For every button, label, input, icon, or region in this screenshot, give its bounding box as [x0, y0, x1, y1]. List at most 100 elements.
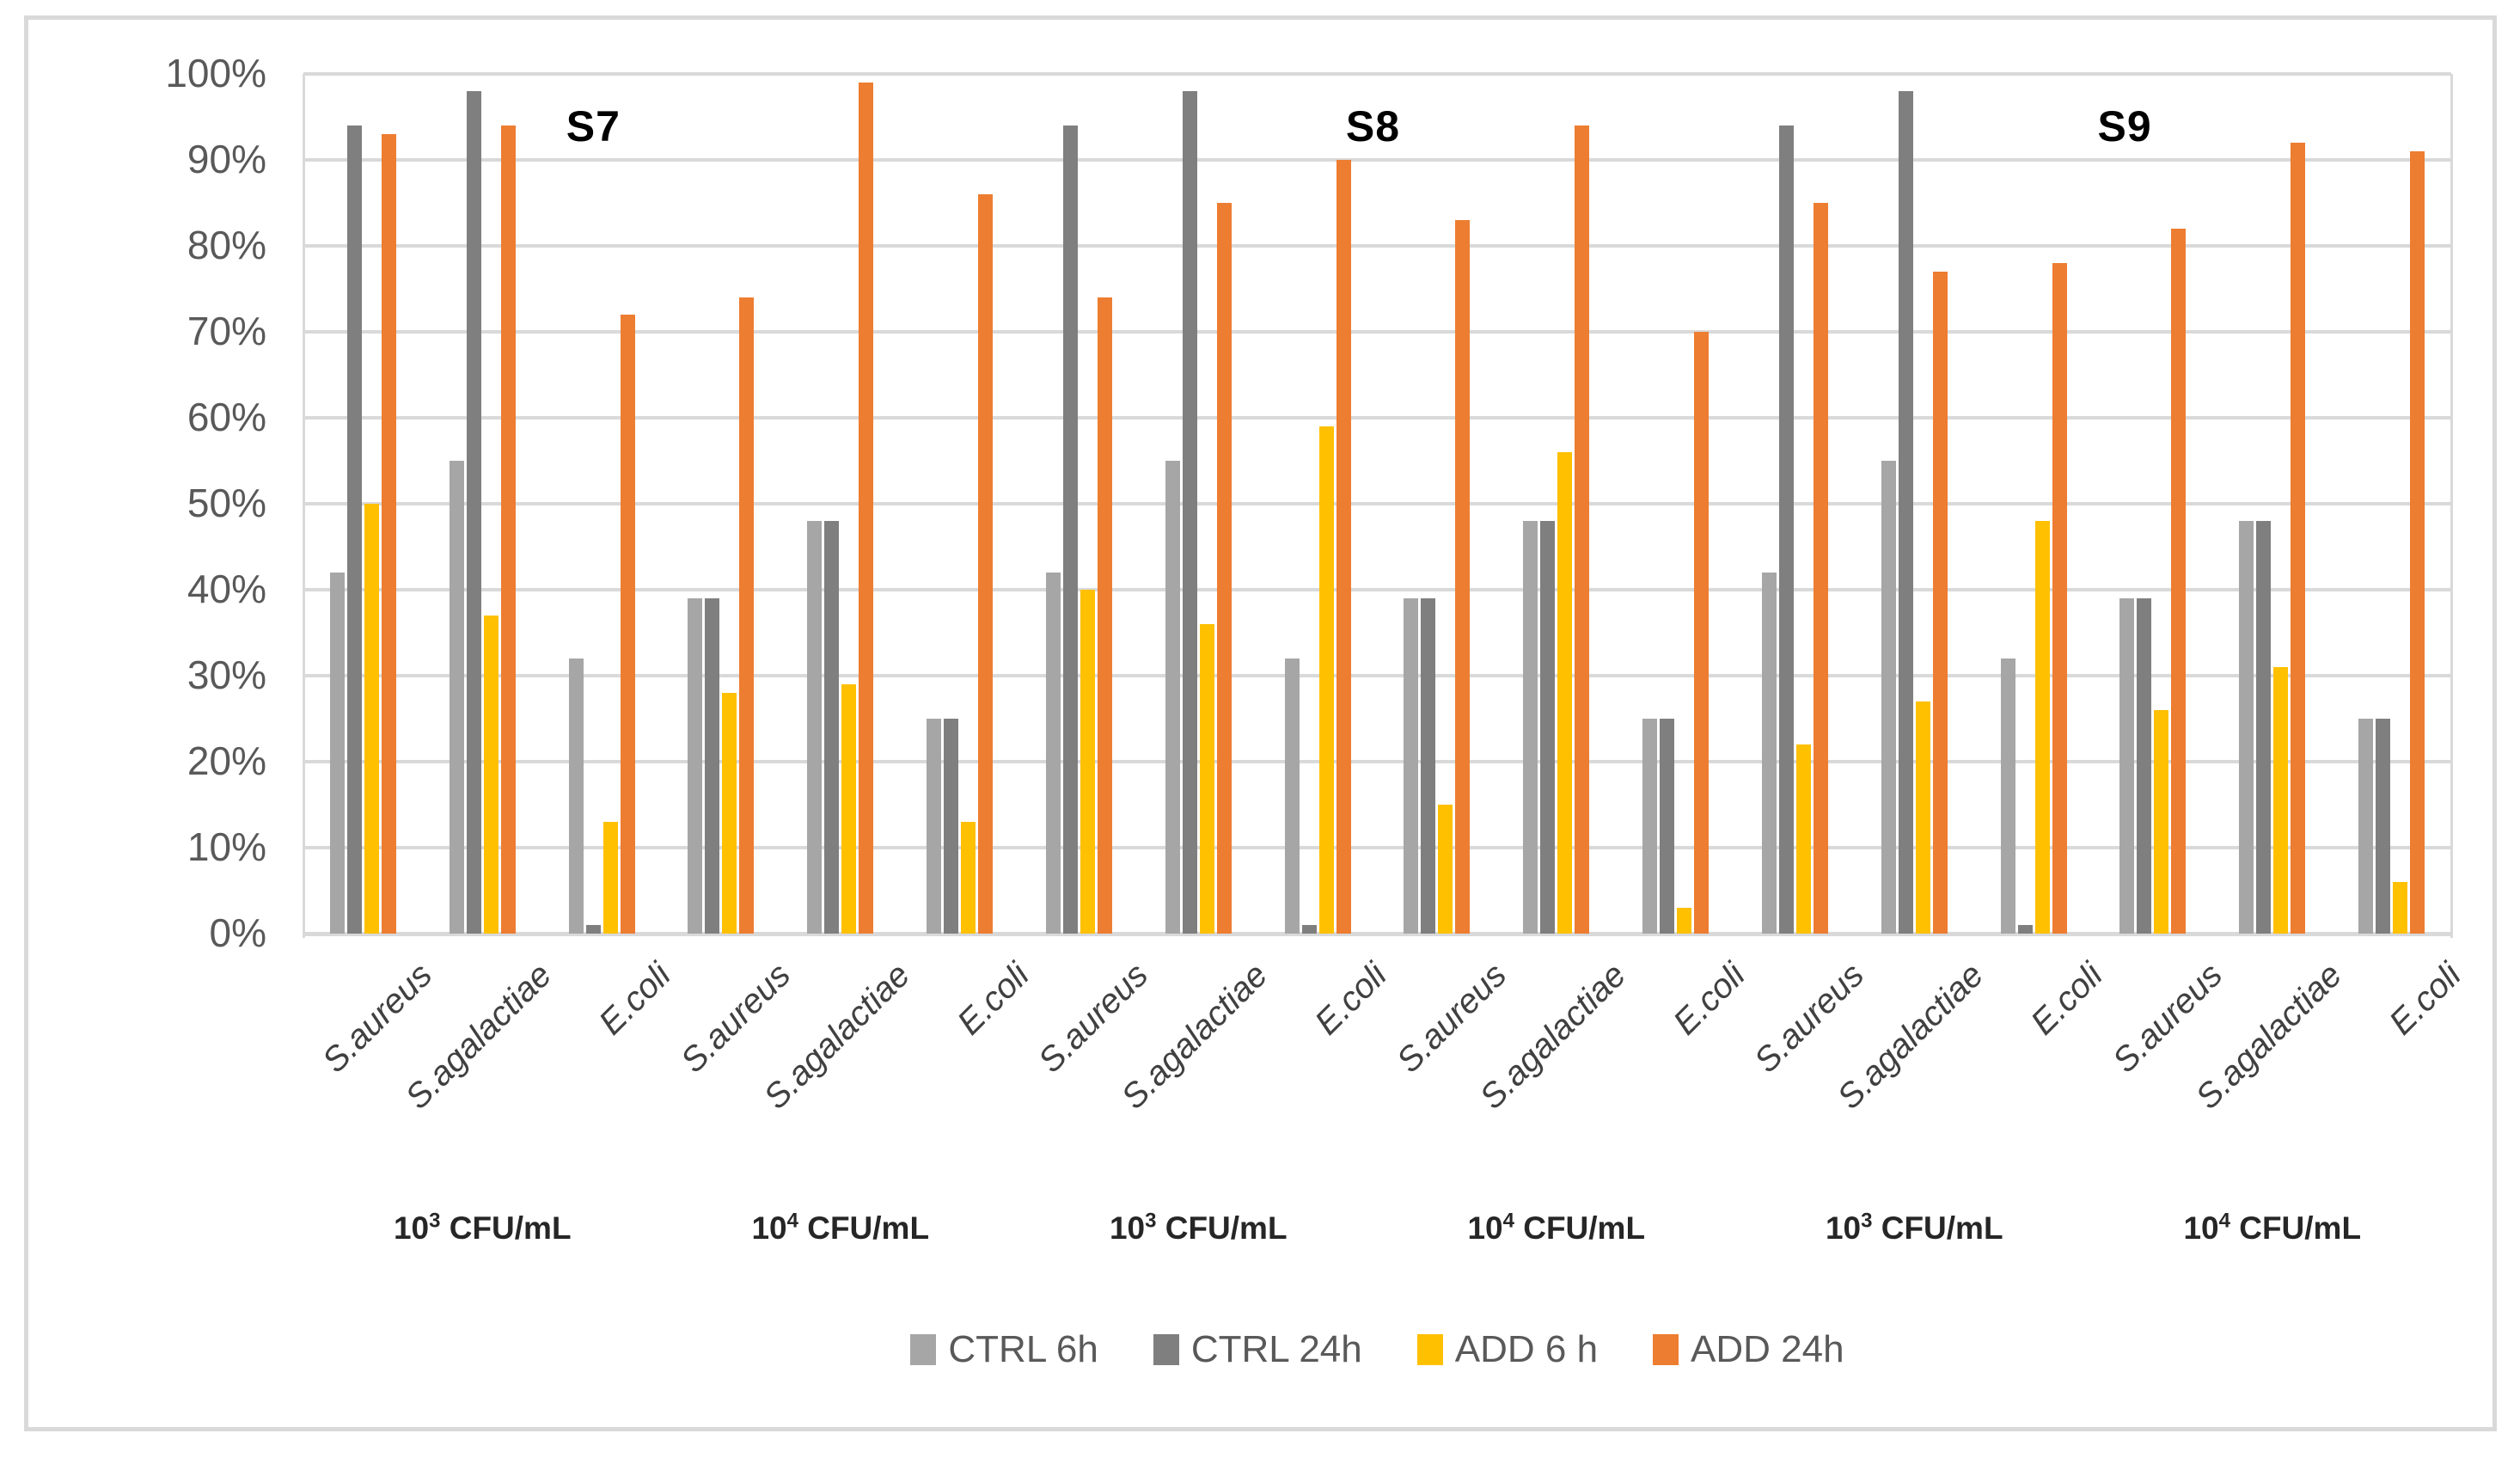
- gridline: [303, 674, 2451, 677]
- block-label: 103 CFU/mL: [1110, 1210, 1288, 1247]
- y-axis-tick-label: 60%: [187, 395, 266, 439]
- y-axis-tick-label: 30%: [187, 652, 266, 697]
- bar-ctrl-24h: [705, 598, 720, 934]
- bar-add-6-h: [1795, 744, 1811, 934]
- bar-ctrl-6h: [1642, 719, 1658, 934]
- bar-add-24h: [739, 297, 755, 934]
- bar-ctrl-24h: [1778, 126, 1794, 934]
- section-label: S9: [2097, 102, 2152, 150]
- bar-ctrl-24h: [1540, 521, 1556, 934]
- legend-swatch: [1653, 1334, 1679, 1365]
- gridline: [303, 330, 2451, 334]
- bar-add-6-h: [1438, 805, 1453, 934]
- block-label: 104 CFU/mL: [2183, 1210, 2361, 1247]
- axis-line-vertical: [303, 74, 305, 938]
- legend-item: CTRL 6h: [910, 1329, 1098, 1370]
- bar-ctrl-6h: [1761, 573, 1777, 934]
- bar-ctrl-24h: [2137, 598, 2152, 934]
- bar-ctrl-24h: [2017, 925, 2033, 934]
- bar-add-6-h: [961, 822, 976, 934]
- bar-add-6-h: [1080, 590, 1095, 934]
- bar-ctrl-24h: [585, 925, 601, 934]
- block-label-exponent: 4: [1502, 1209, 1514, 1233]
- block-label-unit: CFU/mL: [2229, 1210, 2362, 1246]
- block-label-exponent: 4: [786, 1209, 798, 1233]
- bar-ctrl-6h: [1404, 598, 1419, 934]
- y-axis-tick-label: 0%: [209, 910, 266, 955]
- bar-add-24h: [2052, 263, 2067, 934]
- block-label: 103 CFU/mL: [1826, 1210, 2003, 1247]
- bar-add-6-h: [841, 684, 857, 934]
- gridline: [303, 502, 2451, 505]
- legend-label: ADD 24h: [1691, 1328, 1844, 1370]
- section-label: S7: [566, 102, 621, 150]
- bar-ctrl-6h: [1165, 461, 1180, 934]
- y-axis-tick-label: 80%: [187, 223, 266, 267]
- bar-add-24h: [1813, 203, 1828, 934]
- bar-ctrl-24h: [1660, 719, 1675, 934]
- bar-ctrl-6h: [2000, 659, 2015, 934]
- block-label-base: 10: [1467, 1210, 1503, 1246]
- bar-add-6-h: [2393, 882, 2408, 934]
- block-label-unit: CFU/mL: [440, 1210, 572, 1246]
- bar-ctrl-6h: [688, 598, 703, 934]
- bar-add-6-h: [2273, 667, 2289, 934]
- bar-ctrl-6h: [927, 719, 942, 934]
- bar-add-24h: [978, 194, 994, 934]
- bar-add-24h: [859, 83, 874, 934]
- gridline: [303, 158, 2451, 162]
- bar-ctrl-6h: [1881, 461, 1896, 934]
- legend-swatch: [910, 1334, 937, 1365]
- bar-add-6-h: [1677, 908, 1692, 934]
- bar-ctrl-24h: [1301, 925, 1317, 934]
- bar-add-6-h: [2154, 710, 2169, 934]
- bar-add-24h: [381, 134, 396, 934]
- block-label-unit: CFU/mL: [1872, 1210, 2003, 1246]
- gridline: [303, 932, 2451, 936]
- bar-add-24h: [2291, 143, 2306, 934]
- legend-label: CTRL 6h: [948, 1328, 1098, 1370]
- bar-ctrl-6h: [2239, 521, 2254, 934]
- bar-add-6-h: [722, 693, 737, 934]
- bar-add-6-h: [1915, 701, 1930, 934]
- block-label: 103 CFU/mL: [394, 1210, 572, 1247]
- bar-ctrl-6h: [1284, 659, 1300, 934]
- bar-ctrl-6h: [807, 521, 823, 934]
- bar-ctrl-24h: [346, 126, 362, 934]
- bar-add-24h: [1455, 220, 1471, 934]
- gridline: [303, 846, 2451, 849]
- block-label-base: 10: [751, 1210, 787, 1246]
- y-axis-tick-label: 40%: [187, 567, 266, 611]
- bar-add-24h: [1932, 272, 1948, 934]
- y-axis-tick-label: 90%: [187, 137, 266, 181]
- bar-add-6-h: [1199, 624, 1214, 934]
- bar-ctrl-24h: [1062, 126, 1078, 934]
- bar-add-6-h: [483, 616, 498, 934]
- bar-ctrl-24h: [824, 521, 840, 934]
- axis-line-vertical: [2450, 74, 2453, 938]
- bar-ctrl-24h: [1421, 598, 1436, 934]
- block-label-exponent: 3: [1861, 1209, 1873, 1233]
- bar-add-24h: [620, 315, 635, 934]
- legend-swatch: [1416, 1334, 1443, 1365]
- bar-ctrl-6h: [2119, 598, 2135, 934]
- bar-ctrl-6h: [1523, 521, 1538, 934]
- bar-ctrl-24h: [2376, 719, 2391, 934]
- gridline: [303, 760, 2451, 763]
- legend-item: ADD 24h: [1653, 1329, 1844, 1370]
- bar-add-24h: [2410, 151, 2425, 934]
- gridline: [303, 416, 2451, 420]
- block-label-base: 10: [393, 1210, 430, 1246]
- bar-add-24h: [500, 126, 516, 934]
- block-label: 104 CFU/mL: [1467, 1210, 1645, 1247]
- legend-item: CTRL 24h: [1153, 1329, 1362, 1370]
- bar-ctrl-24h: [1898, 91, 1913, 934]
- block-label-unit: CFU/mL: [1514, 1210, 1646, 1246]
- bar-ctrl-6h: [1045, 573, 1061, 934]
- bar-add-24h: [1336, 160, 1351, 934]
- bar-ctrl-24h: [944, 719, 959, 934]
- bar-ctrl-24h: [2256, 521, 2272, 934]
- block-label-exponent: 3: [1145, 1209, 1157, 1233]
- block-label-exponent: 3: [429, 1209, 441, 1233]
